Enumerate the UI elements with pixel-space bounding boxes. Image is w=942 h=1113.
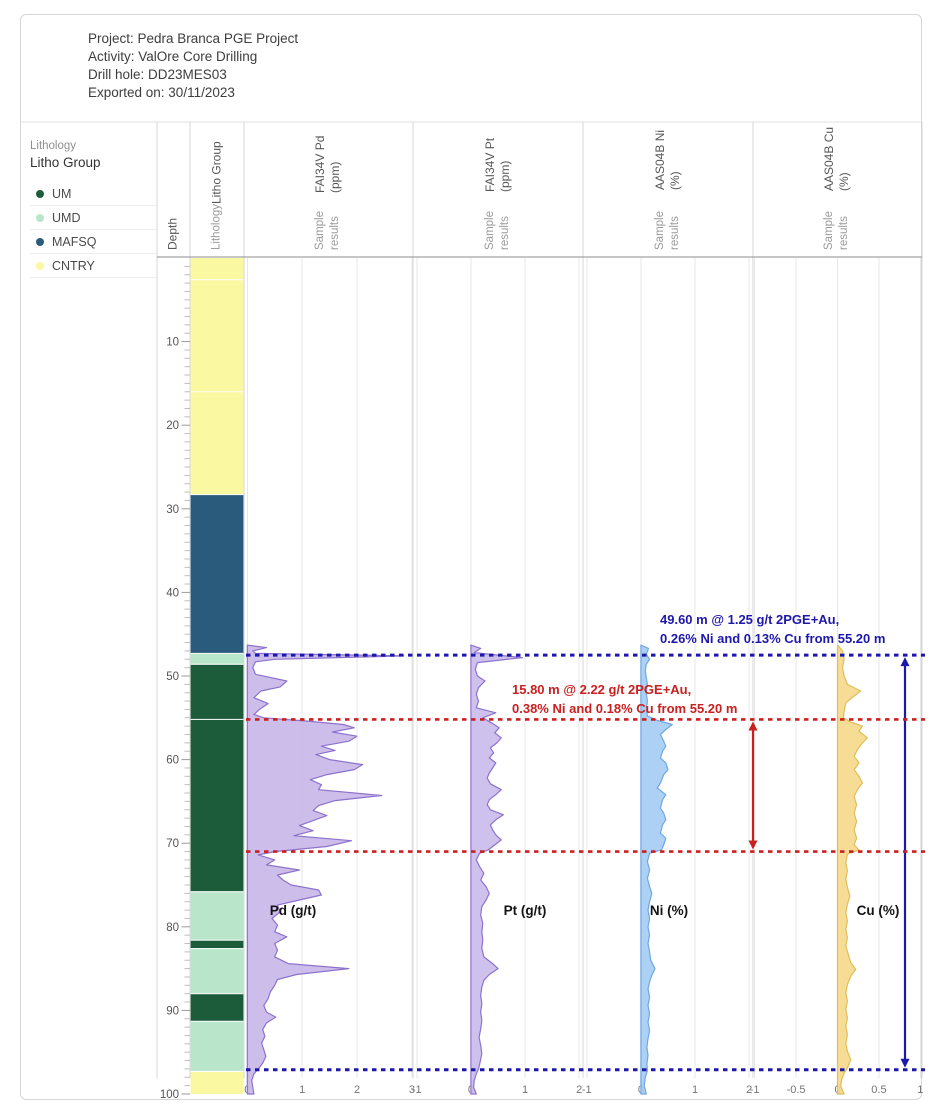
legend-item-cntry: CNTRY (30, 254, 156, 278)
lithology-legend: Lithology Litho Group UM UMD MAFSQ CNTRY (30, 140, 156, 278)
svg-text:30: 30 (166, 504, 179, 516)
svg-text:70: 70 (166, 838, 179, 850)
svg-text:1: 1 (299, 1084, 305, 1096)
svg-text:1: 1 (692, 1084, 698, 1096)
svg-text:-1: -1 (582, 1084, 592, 1096)
pd-curve (246, 644, 405, 1095)
svg-text:-0.5: -0.5 (787, 1084, 806, 1096)
ni-curve (640, 644, 673, 1095)
svg-text:20: 20 (166, 420, 179, 432)
legend-item-label: UMD (52, 210, 81, 225)
mafsq-color-dot (36, 237, 44, 246)
svg-text:1: 1 (522, 1084, 528, 1096)
umd-color-dot (36, 213, 44, 222)
red-annotation-line2: 0.38% Ni and 0.18% Cu from 55.20 m (512, 700, 738, 716)
exported-line: Exported on: 30/11/2023 (88, 85, 235, 100)
legend-item-label: MAFSQ (52, 234, 97, 249)
cu-curve (836, 644, 868, 1095)
svg-text:2: 2 (576, 1084, 582, 1096)
red-annotation-line1: 15.80 m @ 2.22 g/t 2PGE+Au, (512, 682, 692, 697)
blue-intercept-annotation: 49.60 m @ 1.25 g/t 2PGE+Au, 0.26% Ni and… (660, 611, 885, 648)
blue-interval-arrow (900, 657, 910, 1068)
svg-text:10: 10 (166, 337, 179, 349)
depth-axis: 10 20 30 40 50 60 70 80 90 100 (160, 265, 190, 1101)
svg-text:60: 60 (166, 755, 179, 767)
legend-item-um: UM (30, 182, 156, 206)
pd-track-label: Pd (g/t) (269, 903, 317, 918)
svg-text:0.5: 0.5 (871, 1084, 886, 1096)
svg-text:50: 50 (166, 671, 179, 683)
svg-text:2: 2 (746, 1084, 752, 1096)
legend-item-umd: UMD (30, 206, 156, 230)
report-header: Project: Pedra Branca PGE Project Activi… (88, 30, 298, 102)
svg-text:40: 40 (166, 587, 179, 599)
pt-curve (470, 644, 524, 1095)
legend-item-label: UM (52, 186, 72, 201)
value-tick-labels: 0123-1012-1012-1-0.500.51 (244, 1084, 923, 1096)
svg-text:100: 100 (160, 1089, 179, 1101)
legend-title: Lithology (30, 140, 77, 152)
um-color-dot (36, 189, 44, 198)
pt-track-label: Pt (g/t) (503, 903, 547, 918)
svg-text:2: 2 (354, 1084, 360, 1096)
svg-text:-1: -1 (750, 1084, 760, 1096)
legend-subtitle: Litho Group (30, 155, 101, 170)
cntry-color-dot (36, 261, 44, 270)
project-line: Project: Pedra Branca PGE Project (88, 31, 299, 46)
value-gridlines (246, 258, 921, 1078)
blue-annotation-line2: 0.26% Ni and 0.13% Cu from 55.20 m (660, 630, 886, 646)
svg-text:-1: -1 (412, 1084, 422, 1096)
blue-annotation-line1: 49.60 m @ 1.25 g/t 2PGE+Au, (660, 612, 840, 627)
red-intercept-annotation: 15.80 m @ 2.22 g/t 2PGE+Au, 0.38% Ni and… (512, 681, 737, 718)
lithology-column (190, 258, 244, 1094)
ni-track-label: Ni (%) (649, 903, 689, 918)
activity-line: Activity: ValOre Core Drilling (88, 49, 258, 64)
cu-track-label: Cu (%) (856, 903, 900, 918)
drill-hole-line: Drill hole: DD23MES03 (88, 67, 227, 82)
svg-text:1: 1 (917, 1084, 923, 1096)
svg-text:80: 80 (166, 922, 179, 934)
red-interval-arrow (748, 721, 758, 850)
svg-text:90: 90 (166, 1005, 179, 1017)
legend-item-mafsq: MAFSQ (30, 230, 156, 254)
svg-text:3: 3 (409, 1084, 415, 1096)
legend-item-label: CNTRY (52, 258, 95, 273)
